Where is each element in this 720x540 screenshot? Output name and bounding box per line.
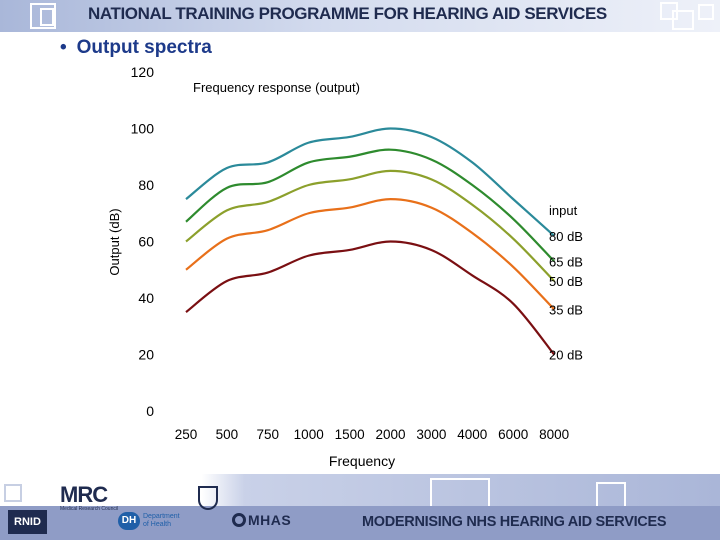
university-crest xyxy=(198,486,218,510)
x-tick-label: 1000 xyxy=(294,427,324,442)
dh-logo-mark: DH xyxy=(118,512,140,530)
banner-decor-square xyxy=(30,3,56,29)
series-line xyxy=(185,198,555,311)
footer-title: MODERNISING NHS HEARING AID SERVICES xyxy=(362,514,667,530)
x-tick-label: 4000 xyxy=(457,427,487,442)
mrc-logo: MRC Medical Research Council xyxy=(60,482,119,513)
footer-decor-square xyxy=(596,482,626,508)
dh-logo: DH Department of Health xyxy=(118,512,185,530)
x-tick-label: 1500 xyxy=(335,427,365,442)
y-axis: 0 20 40 60 80 100 120 xyxy=(131,64,155,419)
frequency-response-chart: 0 20 40 60 80 100 120 250 500 750 1000 1500 2000 300… xyxy=(107,64,583,469)
slide-heading: • Output spectra xyxy=(60,37,212,59)
mhas-logo-mark xyxy=(232,513,246,527)
x-tick-label: 8000 xyxy=(539,427,569,442)
y-tick-label: 20 xyxy=(138,347,154,363)
x-tick-label: 3000 xyxy=(416,427,446,442)
legend-label: 80 dB xyxy=(549,229,583,244)
legend-label: 20 dB xyxy=(549,348,583,363)
footer-decor-square xyxy=(4,484,22,502)
header-banner: NATIONAL TRAINING PROGRAMME FOR HEARING … xyxy=(0,0,720,32)
x-tick-label: 500 xyxy=(216,427,239,442)
series-line xyxy=(185,148,555,263)
legend-label: 65 dB xyxy=(549,254,583,269)
x-tick-label: 2000 xyxy=(375,427,405,442)
banner-title: NATIONAL TRAINING PROGRAMME FOR HEARING … xyxy=(88,4,607,23)
y-tick-label: 40 xyxy=(138,290,154,306)
x-axis-label: Frequency xyxy=(329,453,395,469)
legend: 80 dB 65 dB 50 dB 35 dB 20 dB xyxy=(549,229,583,363)
series-line xyxy=(185,127,555,237)
slide-heading-text: Output spectra xyxy=(76,37,212,58)
series-line xyxy=(185,240,555,356)
legend-label: 50 dB xyxy=(549,274,583,289)
series-line xyxy=(185,169,555,282)
mhas-logo: MHAS xyxy=(232,512,291,528)
bullet-icon: • xyxy=(60,37,67,58)
legend-title: input xyxy=(549,203,578,218)
y-axis-label: Output (dB) xyxy=(107,208,122,275)
rnid-logo: RNID xyxy=(8,510,47,534)
y-tick-label: 100 xyxy=(131,121,155,137)
series-lines xyxy=(185,127,555,356)
x-tick-label: 250 xyxy=(175,427,198,442)
x-tick-label: 750 xyxy=(257,427,280,442)
y-tick-label: 120 xyxy=(131,64,155,80)
legend-label: 35 dB xyxy=(549,302,583,317)
x-tick-label: 6000 xyxy=(498,427,528,442)
y-tick-label: 60 xyxy=(138,234,154,250)
banner-decor-square xyxy=(672,10,694,30)
x-axis: 250 500 750 1000 1500 2000 3000 4000 6000 8000 xyxy=(175,427,569,442)
banner-decor-square xyxy=(698,4,714,20)
banner-decor-square xyxy=(40,8,54,26)
chart-title: Frequency response (output) xyxy=(193,80,360,95)
y-tick-label: 80 xyxy=(138,177,154,193)
y-tick-label: 0 xyxy=(146,403,154,419)
footer-decor-square xyxy=(430,478,490,508)
